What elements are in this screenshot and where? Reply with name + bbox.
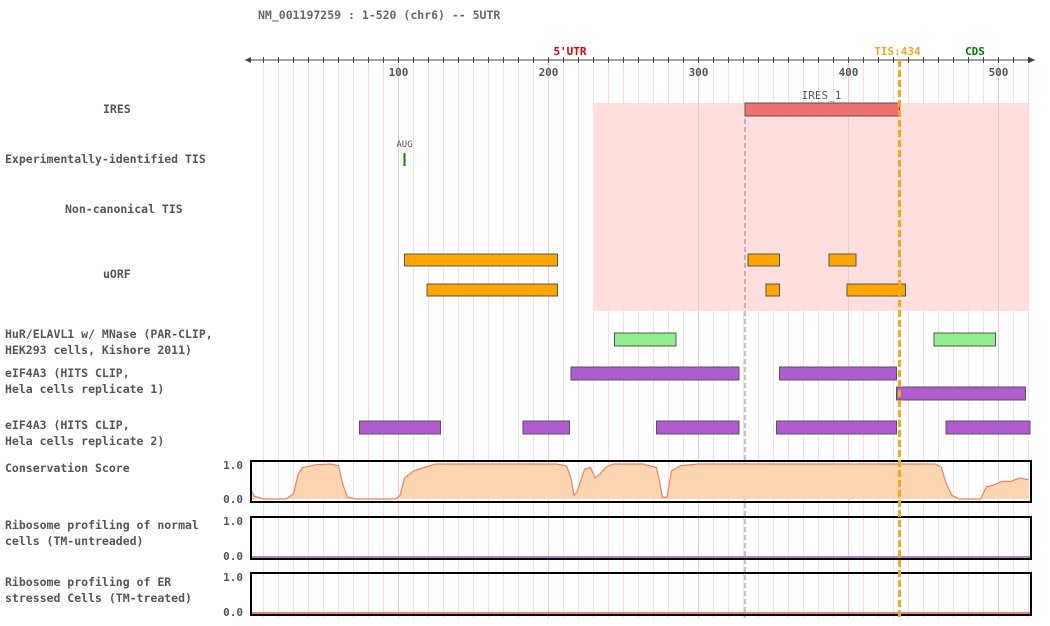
transcript-title: NM_001197259 : 1-520 (chr6) -- 5UTR: [258, 8, 501, 22]
eif4a3-r2-feature: [776, 420, 897, 435]
conservation-y-max: 1.0: [223, 459, 243, 472]
ribo-normal-y-max: 1.0: [223, 515, 243, 528]
ribo-normal-y-min: 0.0: [223, 550, 243, 563]
ires-feature: [744, 102, 900, 117]
track-label-eif4a3-replicate-1: eIF4A3 (HITS CLIP, Hela cells replicate …: [5, 366, 165, 396]
track-label-eif4a3-replicate-2: eIF4A3 (HITS CLIP, Hela cells replicate …: [5, 418, 165, 448]
track-label-conservation: Conservation Score: [5, 461, 130, 475]
axis-tick-label: 100: [389, 66, 409, 79]
track-label-ribosome-er-stressed: Ribosome profiling of ER stressed Cells …: [5, 575, 192, 605]
uorf-feature: [404, 253, 558, 267]
track-label-uorf: uORF: [103, 267, 131, 281]
track-label-noncanonical-tis: Non-canonical TIS: [65, 202, 183, 216]
axis-tick-label: 500: [989, 66, 1009, 79]
track-label-ribosome-normal: Ribosome profiling of normal cells (TM-u…: [5, 518, 199, 548]
ires-feature-label: IRES_1: [802, 89, 842, 102]
eif4a3-r2-feature: [522, 420, 570, 435]
eif4a3-r2-feature: [656, 420, 740, 435]
conservation-area: [250, 464, 1029, 499]
hur-feature: [614, 332, 677, 347]
axis-tick-label: 400: [839, 66, 859, 79]
axis-tick-label: 200: [539, 66, 559, 79]
axis-arrow-left: [245, 57, 251, 63]
uorf-feature: [828, 253, 857, 267]
track-label-ires: IRES: [103, 102, 131, 116]
track-label-hur-elavl1: HuR/ELAVL1 w/ MNase (PAR-CLIP, HEK293 ce…: [5, 327, 213, 357]
axis-tick-label: 300: [689, 66, 709, 79]
ribo-normal-frame: [250, 516, 1032, 560]
ribo-er-y-min: 0.0: [223, 606, 243, 619]
track-label-experimental-tis: Experimentally-identified TIS: [5, 152, 206, 166]
uorf-feature: [426, 283, 558, 297]
region-label-cds: CDS: [965, 45, 985, 58]
region-label-5utr: 5'UTR: [553, 45, 586, 58]
eif4a3-r1-feature: [896, 386, 1026, 401]
ribo-er-y-max: 1.0: [223, 571, 243, 584]
hur-feature: [933, 332, 996, 347]
ribo-er-frame: [250, 572, 1032, 616]
axis-arrow-right: [1029, 57, 1035, 63]
tis-mark-label: AUG: [396, 140, 412, 150]
eif4a3-r2-feature: [945, 420, 1031, 435]
uorf-feature: [846, 283, 906, 297]
highlight-region: [593, 103, 1030, 311]
conservation-y-min: 0.0: [223, 493, 243, 506]
uorf-feature: [765, 283, 780, 297]
conservation-frame: [250, 460, 1032, 503]
eif4a3-r1-feature: [570, 366, 740, 381]
region-label-tis: TIS:434: [874, 45, 921, 58]
eif4a3-r2-feature: [359, 420, 441, 435]
uorf-feature: [747, 253, 780, 267]
eif4a3-r1-feature: [779, 366, 897, 381]
conservation-line: [249, 463, 1029, 500]
